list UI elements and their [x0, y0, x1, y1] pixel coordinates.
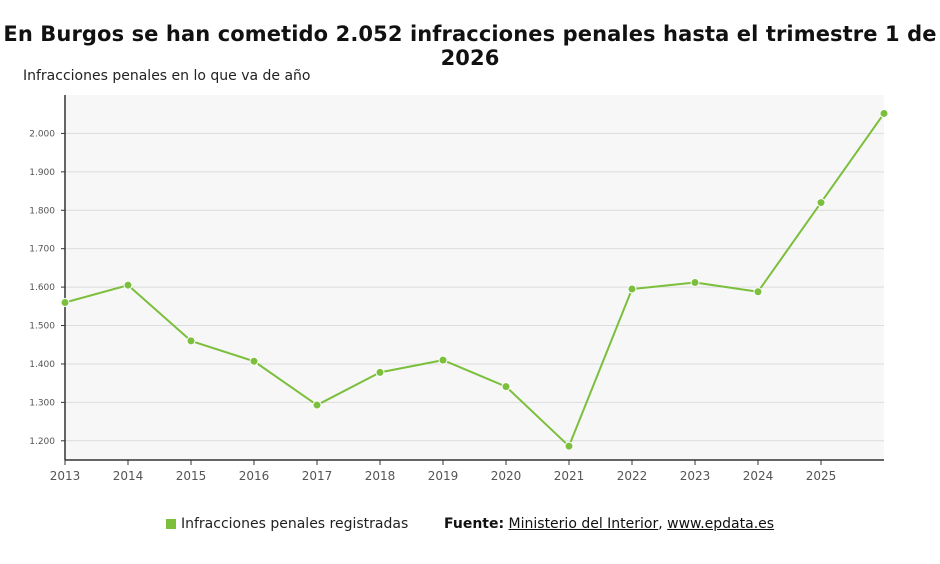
x-tick-label: 2023 — [680, 469, 711, 483]
x-tick-label: 2021 — [554, 469, 585, 483]
x-tick-label: 2016 — [239, 469, 270, 483]
source-separator: , — [658, 516, 663, 532]
x-tick-label: 2017 — [302, 469, 333, 483]
y-tick-label: 2.000 — [29, 129, 55, 139]
legend-swatch — [166, 519, 176, 529]
x-tick-label: 2018 — [365, 469, 396, 483]
source-note: Fuente: Ministerio del Interior, www.epd… — [444, 516, 774, 532]
data-point — [123, 280, 133, 290]
x-tick-label: 2019 — [428, 469, 459, 483]
y-tick-label: 1.300 — [29, 398, 55, 408]
x-tick-label: 2015 — [176, 469, 207, 483]
x-tick-label: 2014 — [113, 469, 144, 483]
x-tick-label: 2025 — [806, 469, 837, 483]
data-point — [249, 356, 259, 366]
data-point — [753, 287, 763, 297]
data-point — [312, 400, 322, 410]
data-point — [690, 277, 700, 287]
data-point — [186, 336, 196, 346]
data-point — [816, 198, 826, 208]
y-tick-label: 1.700 — [29, 245, 55, 255]
plot-area — [65, 95, 884, 460]
data-point — [501, 382, 511, 392]
data-point — [627, 284, 637, 294]
data-point — [564, 441, 574, 451]
y-tick-label: 1.600 — [29, 283, 55, 293]
x-tick-label: 2013 — [50, 469, 81, 483]
legend-label: Infracciones penales registradas — [181, 516, 409, 532]
legend: Infracciones penales registradas — [166, 516, 408, 532]
y-tick-label: 1.500 — [29, 322, 55, 332]
source-link-epdata[interactable]: www.epdata.es — [667, 516, 775, 532]
source-link-ministerio[interactable]: Ministerio del Interior — [508, 516, 659, 532]
x-tick-label: 2022 — [617, 469, 648, 483]
x-axis-ticks: 2013 2014 2015 2016 2017 2018 2019 2020 2021 2022… — [50, 460, 837, 483]
chart-title: En Burgos se han cometido 2.052 infracci… — [3, 22, 937, 70]
series-group — [60, 108, 889, 451]
series-line — [64, 112, 885, 448]
y-tick-label: 1.900 — [29, 168, 55, 178]
data-point — [879, 108, 889, 118]
y-axis-ticks: 1.200 1.300 1.400 1.500 1.600 1.700 1.800 1.900… — [29, 129, 65, 447]
y-tick-label: 1.800 — [29, 206, 55, 216]
data-point — [60, 297, 70, 307]
y-tick-label: 1.200 — [29, 437, 55, 447]
chart-subtitle: Infracciones penales en lo que va de año — [23, 68, 311, 84]
source-prefix: Fuente: — [444, 516, 505, 532]
x-tick-label: 2020 — [491, 469, 522, 483]
x-tick-label: 2024 — [743, 469, 774, 483]
grid-lines — [65, 132, 884, 442]
data-point — [438, 355, 448, 365]
data-point — [375, 367, 385, 377]
y-tick-label: 1.400 — [29, 360, 55, 370]
